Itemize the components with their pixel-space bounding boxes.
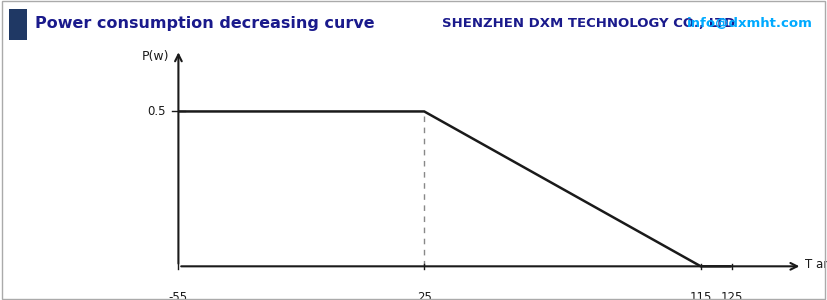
Text: 125: 125 [720, 291, 743, 300]
Text: 115: 115 [690, 291, 712, 300]
Text: SHENZHEN DXM TECHNOLOGY CO., LTD: SHENZHEN DXM TECHNOLOGY CO., LTD [442, 17, 735, 30]
Text: P(w): P(w) [141, 50, 170, 62]
Text: Power consumption decreasing curve: Power consumption decreasing curve [35, 16, 375, 32]
Text: 25: 25 [417, 291, 432, 300]
Text: -55: -55 [169, 291, 188, 300]
Text: 0.5: 0.5 [148, 105, 166, 118]
Text: info@dxmht.com: info@dxmht.com [687, 17, 813, 30]
FancyBboxPatch shape [9, 8, 27, 40]
Text: T ambient temperature (℃): T ambient temperature (℃) [805, 258, 827, 271]
